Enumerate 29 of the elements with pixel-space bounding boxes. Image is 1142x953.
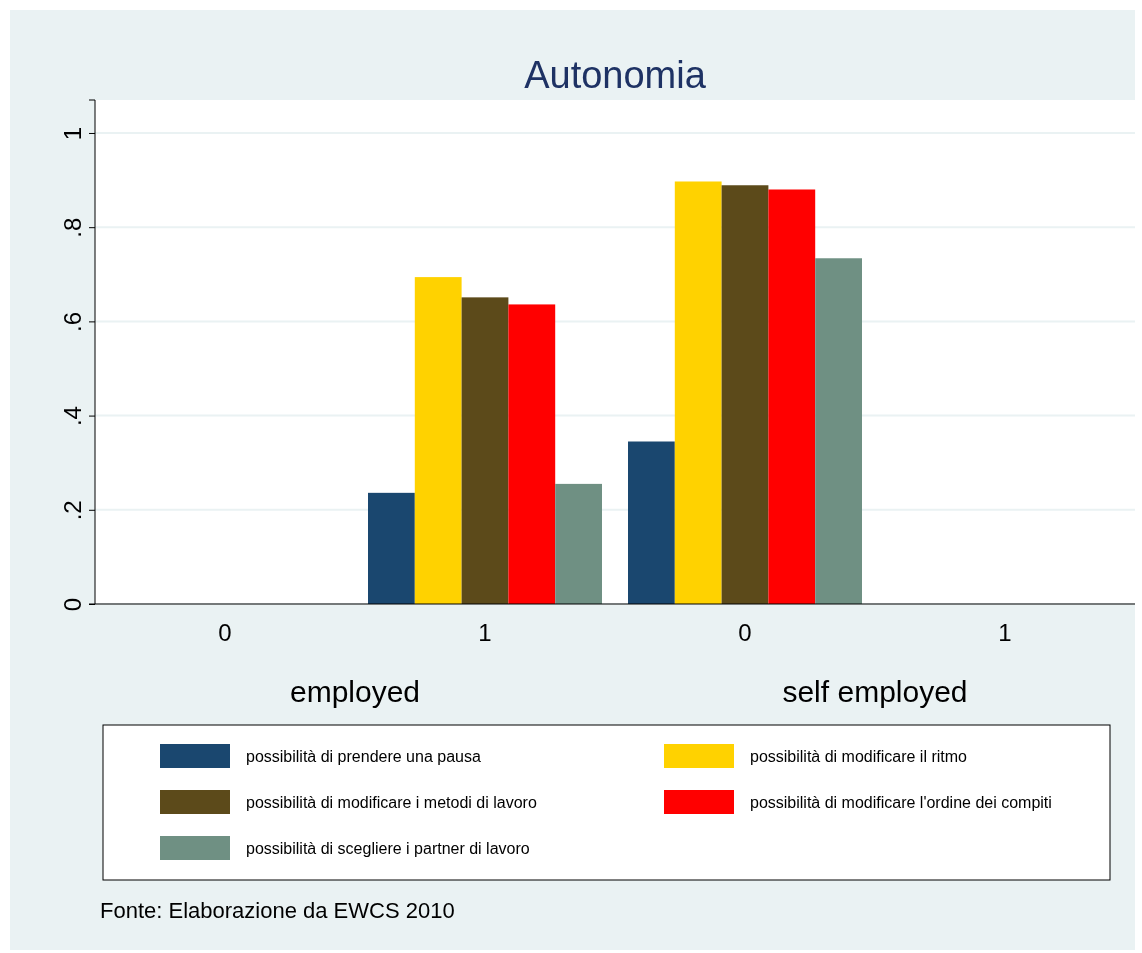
y-tick-label: 0	[59, 597, 87, 612]
bar	[628, 441, 675, 604]
bar	[368, 492, 415, 604]
text: employed	[289, 675, 421, 708]
x-tick-label: 0	[218, 619, 232, 647]
y-tick-label: .2	[59, 500, 87, 521]
bar	[815, 258, 862, 604]
chart-title: Autonomia	[524, 54, 707, 96]
y-tick-label: 1	[59, 126, 87, 141]
legend-label: possibilità di modificare i metodi di lavoro	[246, 793, 537, 811]
text: self employed	[782, 675, 968, 708]
y-tick-label: .8	[59, 217, 87, 238]
legend-label: possibilità di prendere una pausa	[246, 747, 481, 765]
x-tick-label: 0	[738, 619, 752, 647]
legend-label: possibilità di scegliere i partner di lavoro	[246, 839, 530, 857]
bar	[768, 189, 816, 604]
legend-label: possibilità di modificare l'ordine dei compiti	[750, 793, 1052, 811]
x-tick-label: 1	[478, 619, 492, 647]
source-note: Fonte: Elaborazione da EWCS 2010	[100, 898, 455, 923]
bar	[721, 185, 769, 604]
legend-label: possibilità di modificare il ritmo	[750, 747, 968, 765]
bar	[674, 181, 722, 604]
bar	[508, 304, 556, 604]
bar	[414, 277, 462, 604]
bar	[461, 297, 509, 604]
y-tick-label: .6	[59, 311, 87, 332]
bar	[555, 483, 602, 604]
y-tick-label: .4	[59, 406, 87, 427]
x-tick-label: 1	[998, 619, 1012, 647]
